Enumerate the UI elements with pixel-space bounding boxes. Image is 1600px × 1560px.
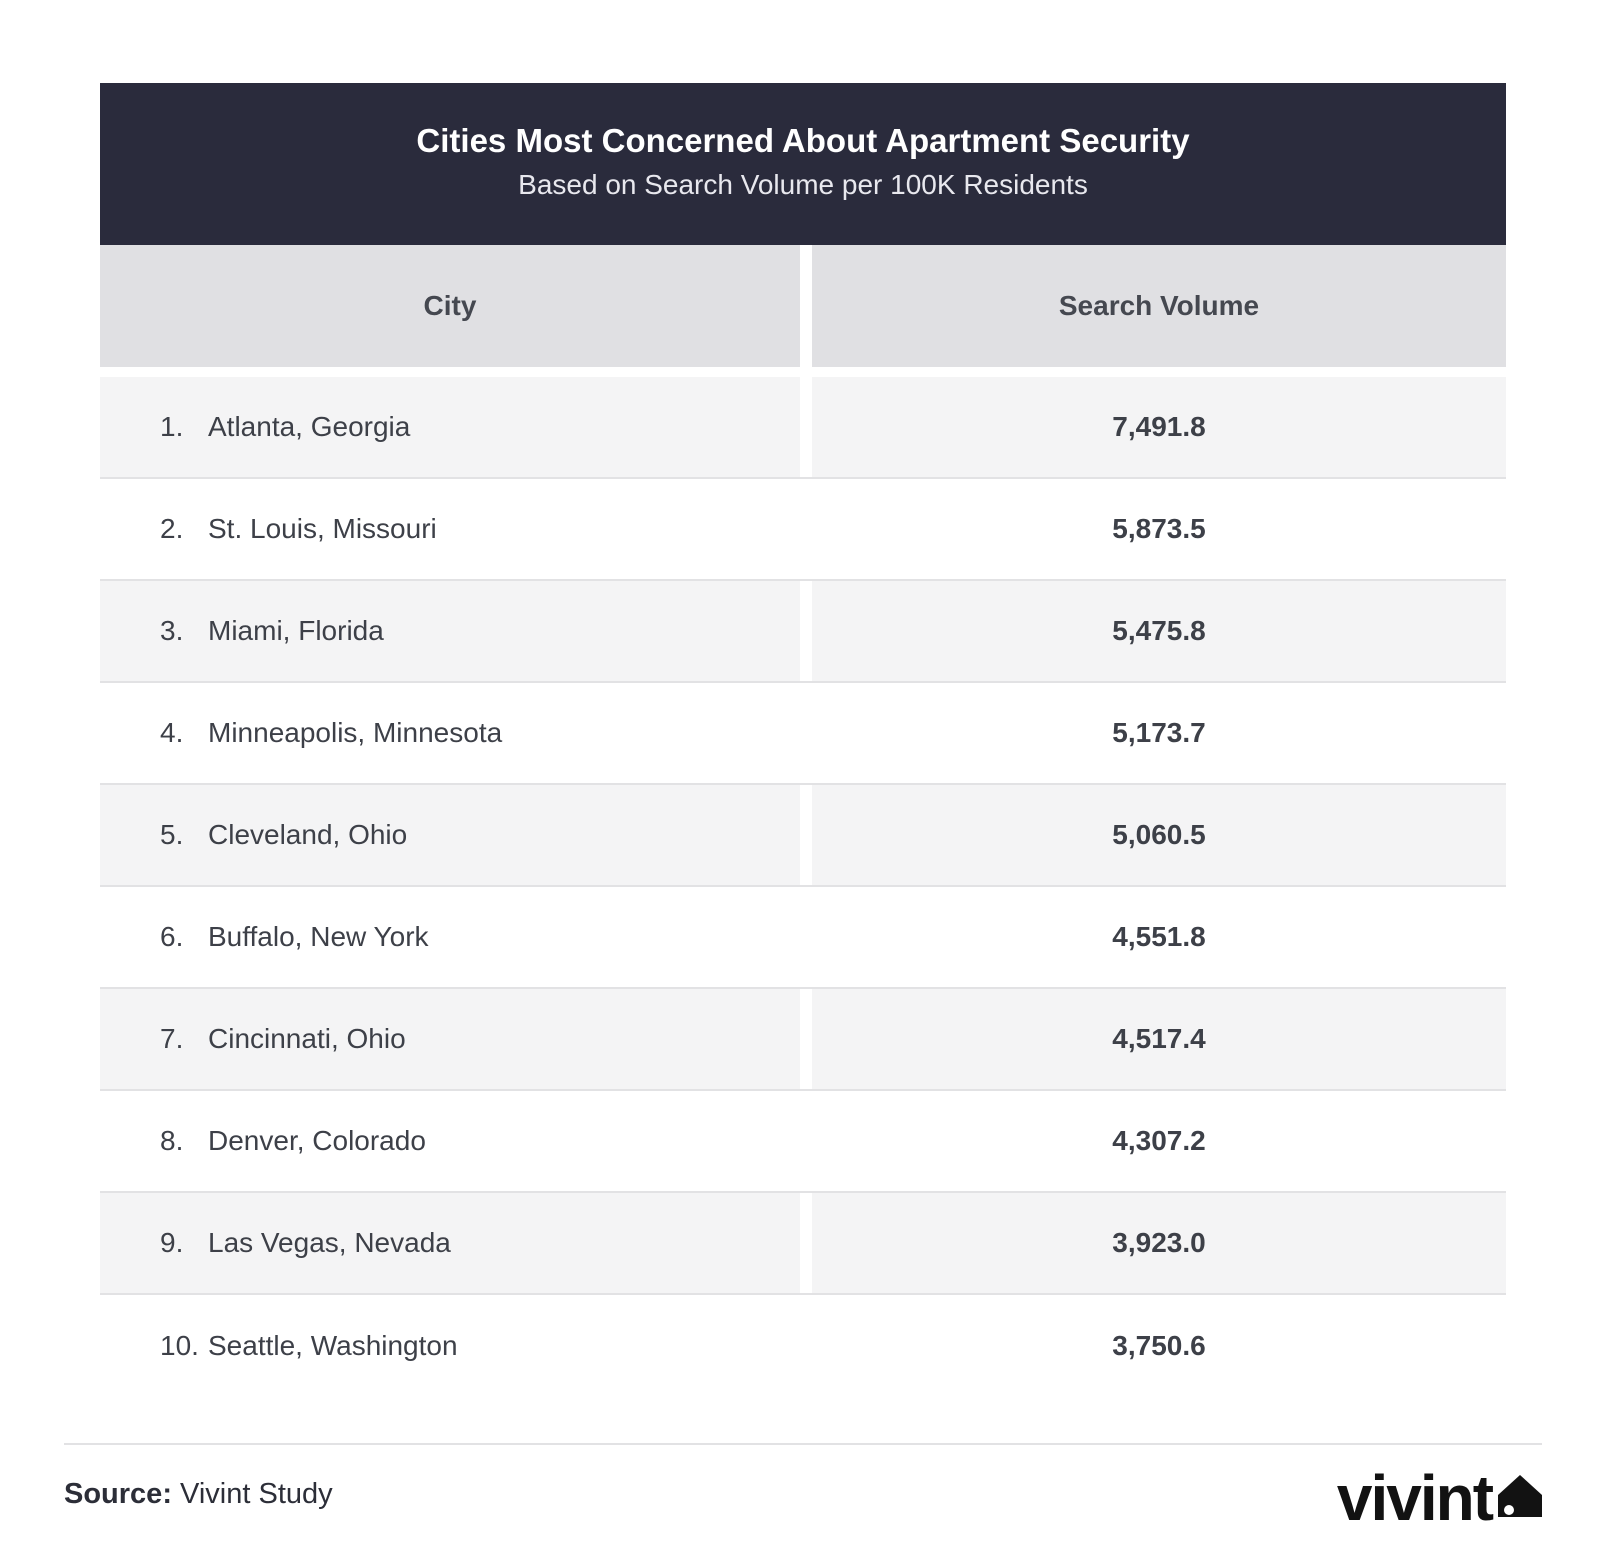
table-row: 2. St. Louis, Missouri 5,873.5	[100, 479, 1506, 581]
column-header-city: City	[100, 245, 800, 367]
house-icon	[1496, 1473, 1544, 1524]
city-name: St. Louis, Missouri	[208, 513, 437, 544]
city-name: Miami, Florida	[208, 615, 384, 646]
table-row: 5. Cleveland, Ohio 5,060.5	[100, 785, 1506, 887]
city-name: Cincinnati, Ohio	[208, 1023, 406, 1054]
rank-label: 4.	[160, 717, 184, 748]
column-gap	[800, 683, 812, 783]
table-row: 8. Denver, Colorado 4,307.2	[100, 1091, 1506, 1193]
table-subtitle: Based on Search Volume per 100K Resident…	[518, 169, 1088, 200]
search-volume-value: 5,173.7	[812, 683, 1506, 783]
source-label: Source:	[64, 1478, 172, 1510]
footer-divider	[64, 1443, 1542, 1445]
city-cell: 3. Miami, Florida	[100, 581, 800, 681]
column-gap	[800, 785, 812, 885]
search-volume-value: 5,060.5	[812, 785, 1506, 885]
city-name: Cleveland, Ohio	[208, 819, 408, 850]
column-gap	[800, 581, 812, 681]
table-row: 6. Buffalo, New York 4,551.8	[100, 887, 1506, 989]
rank-label: 10.	[160, 1330, 199, 1361]
table-row: 9. Las Vegas, Nevada 3,923.0	[100, 1193, 1506, 1295]
column-gap	[800, 887, 812, 987]
rank-label: 9.	[160, 1227, 184, 1258]
column-gap	[800, 1193, 812, 1293]
column-gap	[800, 479, 812, 579]
rank-label: 8.	[160, 1125, 184, 1156]
table-row: 4. Minneapolis, Minnesota 5,173.7	[100, 683, 1506, 785]
table-title-bar: Cities Most Concerned About Apartment Se…	[100, 83, 1506, 245]
city-cell: 1. Atlanta, Georgia	[100, 377, 800, 477]
table-row: 7. Cincinnati, Ohio 4,517.4	[100, 989, 1506, 1091]
city-cell: 6. Buffalo, New York	[100, 887, 800, 987]
table-row: 10. Seattle, Washington 3,750.6	[100, 1295, 1506, 1397]
column-gap	[800, 377, 812, 477]
search-volume-value: 3,923.0	[812, 1193, 1506, 1293]
search-volume-value: 4,517.4	[812, 989, 1506, 1089]
logo-text: vivint	[1336, 1462, 1494, 1534]
search-volume-value: 5,475.8	[812, 581, 1506, 681]
city-cell: 7. Cincinnati, Ohio	[100, 989, 800, 1089]
city-name: Buffalo, New York	[208, 921, 429, 952]
city-name: Denver, Colorado	[208, 1125, 426, 1156]
table-body: 1. Atlanta, Georgia 7,491.8 2. St. Louis, Mi…	[100, 377, 1506, 1397]
rank-label: 6.	[160, 921, 184, 952]
city-name: Minneapolis, Minnesota	[208, 717, 503, 748]
search-volume-value: 3,750.6	[812, 1295, 1506, 1397]
city-name: Seattle, Washington	[208, 1330, 458, 1361]
table-title: Cities Most Concerned About Apartment Se…	[416, 122, 1190, 159]
column-gap	[800, 1295, 812, 1397]
rank-label: 3.	[160, 615, 184, 646]
column-header-row: City Search Volume	[100, 245, 1506, 367]
city-name: Las Vegas, Nevada	[208, 1227, 451, 1258]
search-volume-value: 4,307.2	[812, 1091, 1506, 1191]
column-gap	[800, 989, 812, 1089]
city-cell: 2. St. Louis, Missouri	[100, 479, 800, 579]
vivint-logo: vivint	[1337, 1466, 1544, 1530]
data-table: Cities Most Concerned About Apartment Se…	[100, 83, 1506, 1397]
city-name: Atlanta, Georgia	[208, 411, 411, 442]
rank-label: 1.	[160, 411, 184, 442]
rank-label: 2.	[160, 513, 184, 544]
city-cell: 10. Seattle, Washington	[100, 1295, 800, 1397]
city-cell: 5. Cleveland, Ohio	[100, 785, 800, 885]
search-volume-value: 7,491.8	[812, 377, 1506, 477]
column-header-search-volume: Search Volume	[812, 245, 1506, 367]
column-gap	[800, 1091, 812, 1191]
rank-label: 7.	[160, 1023, 184, 1054]
search-volume-value: 4,551.8	[812, 887, 1506, 987]
city-cell: 8. Denver, Colorado	[100, 1091, 800, 1191]
city-cell: 9. Las Vegas, Nevada	[100, 1193, 800, 1293]
source-text: Vivint Study	[180, 1478, 333, 1510]
city-cell: 4. Minneapolis, Minnesota	[100, 683, 800, 783]
table-row: 3. Miami, Florida 5,475.8	[100, 581, 1506, 683]
table-row: 1. Atlanta, Georgia 7,491.8	[100, 377, 1506, 479]
column-gap	[800, 245, 812, 367]
rank-label: 5.	[160, 819, 184, 850]
source-note: Source: Vivint Study	[64, 1478, 333, 1511]
search-volume-value: 5,873.5	[812, 479, 1506, 579]
